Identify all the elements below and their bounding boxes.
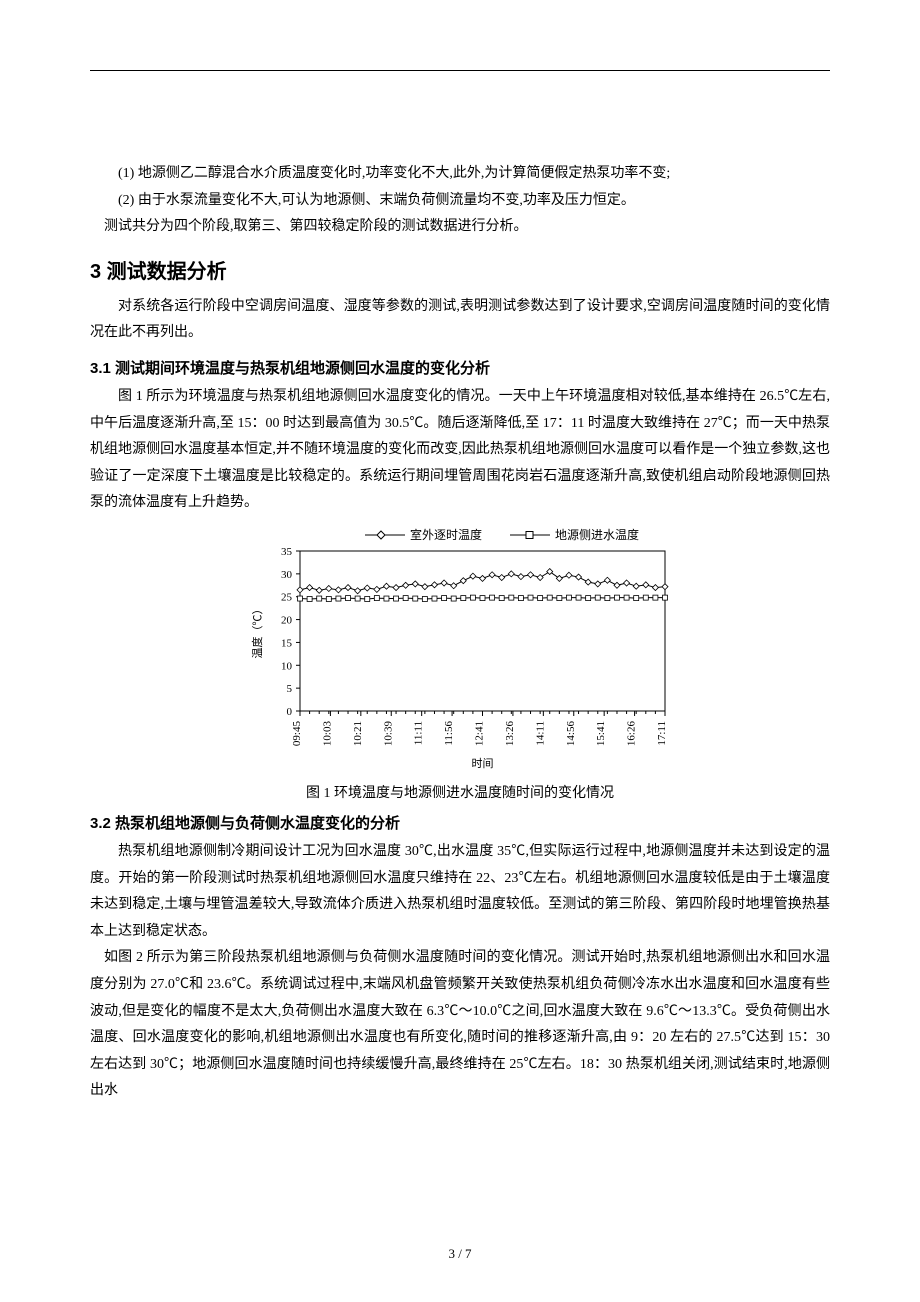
svg-text:5: 5 — [287, 683, 293, 695]
body-text: 图 1 所示为环境温度与热泵机组地源侧回水温度变化的情况。一天中上午环境温度相对… — [90, 384, 830, 517]
svg-text:12:41: 12:41 — [474, 721, 486, 746]
list-item: (2) 由于水泵流量变化不大,可认为地源侧、末端负荷侧流量均不变,功率及压力恒定… — [90, 188, 830, 215]
svg-text:10:21: 10:21 — [352, 721, 364, 746]
section-heading-3: 3 测试数据分析 — [90, 255, 830, 284]
svg-text:14:56: 14:56 — [565, 720, 577, 746]
svg-text:09:45: 09:45 — [291, 720, 303, 746]
body-text: 热泵机组地源侧制冷期间设计工况为回水温度 30℃,出水温度 35℃,但实际运行过… — [90, 839, 830, 945]
header-rule — [90, 70, 830, 71]
body-text: 对系统各运行阶段中空调房间温度、湿度等参数的测试,表明测试参数达到了设计要求,空… — [90, 294, 830, 347]
figure-1-caption: 图 1 环境温度与地源侧进水温度随时间的变化情况 — [90, 782, 830, 802]
figure-1-chart: 室外逐时温度 地源侧进水温度 0 5 10 15 20 25 30 35 温度（℃） 09:45 10:… — [245, 523, 675, 778]
section-heading-3-2: 3.2 热泵机组地源侧与负荷侧水温度变化的分析 — [90, 812, 830, 833]
svg-text:11:56: 11:56 — [443, 720, 455, 745]
svg-text:10: 10 — [281, 660, 293, 672]
svg-text:16:26: 16:26 — [626, 720, 638, 746]
svg-text:13:26: 13:26 — [504, 720, 516, 746]
body-text: 如图 2 所示为第三阶段热泵机组地源侧与负荷侧水温度随时间的变化情况。测试开始时… — [90, 945, 830, 1105]
svg-text:11:11: 11:11 — [413, 721, 425, 745]
page-number: 3 / 7 — [0, 1246, 920, 1262]
svg-text:25: 25 — [281, 592, 293, 604]
section-heading-3-1: 3.1 测试期间环境温度与热泵机组地源侧回水温度的变化分析 — [90, 357, 830, 378]
svg-text:15: 15 — [281, 637, 293, 649]
svg-text:35: 35 — [281, 546, 293, 558]
svg-text:30: 30 — [281, 569, 293, 581]
line-chart: 室外逐时温度 地源侧进水温度 0 5 10 15 20 25 30 35 温度（℃） 09:45 10:… — [245, 523, 675, 773]
svg-text:17:11: 17:11 — [656, 721, 668, 746]
svg-text:14:11: 14:11 — [534, 721, 546, 746]
svg-text:室外逐时温度: 室外逐时温度 — [410, 527, 482, 542]
body-text: 测试共分为四个阶段,取第三、第四较稳定阶段的测试数据进行分析。 — [90, 214, 830, 241]
svg-text:15:41: 15:41 — [595, 721, 607, 746]
svg-text:10:03: 10:03 — [321, 720, 333, 746]
svg-text:10:39: 10:39 — [382, 720, 394, 746]
svg-text:20: 20 — [281, 615, 293, 627]
svg-text:地源侧进水温度: 地源侧进水温度 — [555, 527, 639, 542]
list-item: (1) 地源侧乙二醇混合水介质温度变化时,功率变化不大,此外,为计算简便假定热泵… — [90, 161, 830, 188]
svg-text:0: 0 — [287, 706, 293, 718]
svg-text:温度（℃）: 温度（℃） — [250, 603, 264, 658]
svg-text:时间: 时间 — [472, 757, 494, 770]
page: (1) 地源侧乙二醇混合水介质温度变化时,功率变化不大,此外,为计算简便假定热泵… — [0, 0, 920, 1302]
